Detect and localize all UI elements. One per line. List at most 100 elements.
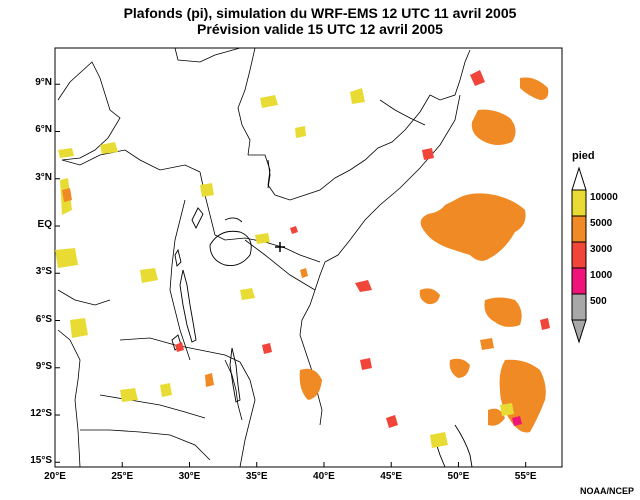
coast-east-africa [299,261,326,426]
ceiling-10000-blob [160,383,172,397]
ceiling-10000-blob [200,183,214,197]
lake-turkana [267,159,271,189]
legend-top-arrow [571,166,587,191]
lon-tick-label: 35°E [245,471,268,482]
border-sudan-egypt [174,47,241,63]
legend-swatch [571,215,587,243]
border-mozambique [239,361,256,468]
ceiling-3000-blob [422,148,434,160]
ceiling-3000-blob [175,342,184,352]
ceiling-5000-blob [299,368,322,400]
lat-tick-label: 3°S [35,266,52,278]
ceiling-3000-blob [262,343,272,354]
legend-label: 10000 [590,192,618,203]
lake-kyoga [224,217,243,223]
lat-tick-label: EQ [37,218,52,230]
lon-tick-label: 30°E [178,471,201,482]
ceiling-1000-blob [512,416,522,426]
station-marker [275,242,285,252]
lon-tick-label: 55°E [514,471,537,482]
ceiling-5000-blob [300,268,308,278]
lat-tick-label: 6°S [35,313,52,325]
ceiling-5000-blob [480,338,494,350]
lake-albert [191,207,204,230]
ceiling-10000-blob [100,142,118,154]
lat-tick-label: 6°N [35,124,52,136]
border-angola [57,329,81,468]
legend-swatch [571,293,587,321]
border-zambia [119,337,241,363]
border-sudan-east [237,47,256,156]
ceiling-10000-blob [58,148,74,158]
ceiling-10000-blob [260,95,278,108]
ceiling-5000-blob [488,408,505,426]
ceiling-10000-blob [120,388,138,402]
ceiling-10000-blob [70,318,88,338]
lon-tick-label: 50°E [447,471,470,482]
legend-swatch [571,241,587,269]
ceiling-10000-blob [350,88,365,104]
coast-horn [429,49,471,101]
legend-label: 1000 [590,270,613,281]
credit-label: NOAA/NCEP [579,486,634,496]
ceiling-3000-blob [470,70,485,86]
legend-swatch [571,267,587,295]
lon-tick-label: 20°E [44,471,66,482]
legend-label: 5000 [590,218,613,229]
ceiling-10000-blob [240,288,255,300]
lat-tick-label: 9°S [35,360,52,372]
ceiling-3000-blob [290,226,298,234]
lon-tick-label: 25°E [111,471,134,482]
legend-title: pied [572,150,595,162]
ceiling-5000-blob [471,109,516,145]
ceiling-3000-blob [386,415,398,428]
border-uganda-kenya [199,171,321,263]
border-eritrea [379,99,426,126]
lon-tick-label: 40°E [313,471,335,482]
border-ethiopia [248,94,431,201]
lon-tick-label: 45°E [380,471,403,482]
border-tanzania [244,239,316,291]
legend-label: 500 [590,296,607,307]
ceiling-5000-blob [484,297,522,327]
ceiling-10000-blob [55,248,78,268]
ceiling-3000-blob [355,280,372,292]
ceiling-5000-blob [449,358,470,378]
ceiling-10000-blob [295,126,306,138]
ceiling-3000-blob [360,358,372,370]
lat-tick-label: 15°S [30,455,52,467]
ceiling-areas [55,70,550,448]
ceiling-5000-blob [520,77,549,100]
country-borders [57,47,471,468]
lat-tick-label: 9°N [35,77,52,89]
legend-bottom-arrow [571,319,587,344]
border-drc-east [169,199,191,361]
border-zimbabwe [80,429,211,461]
ceiling-10000-blob [140,268,158,283]
ceiling-10000-blob [255,233,270,244]
ceiling-10000-blob [430,432,448,448]
border-zambia-south [99,394,206,419]
title-line-1: Plafonds (pi), simulation du WRF-EMS 12 … [123,5,517,21]
ceiling-10000-blob [500,403,514,416]
title-line-2: Prévision valide 15 UTC 12 avril 2005 [197,21,443,37]
lat-tick-label: 12°S [30,408,52,420]
lake-victoria [209,230,252,266]
coast-somalia [324,94,461,263]
border-malawi [224,359,243,421]
legend-label: 3000 [590,244,613,255]
lake-tanganyika [179,269,197,343]
ceiling-3000-blob [540,318,550,330]
ceiling-5000-blob [419,288,440,305]
border-congo-west [57,289,111,306]
border-car [61,149,201,173]
ceiling-5000-blob [62,188,72,202]
lake-malawi [229,347,241,403]
ceiling-5000-blob [420,193,526,261]
axis-ticks [54,83,527,467]
lat-tick-label: 3°N [35,171,52,183]
legend-colorbar [571,166,587,344]
lake-kivu [174,248,182,267]
border-chad-sudan [57,61,121,161]
